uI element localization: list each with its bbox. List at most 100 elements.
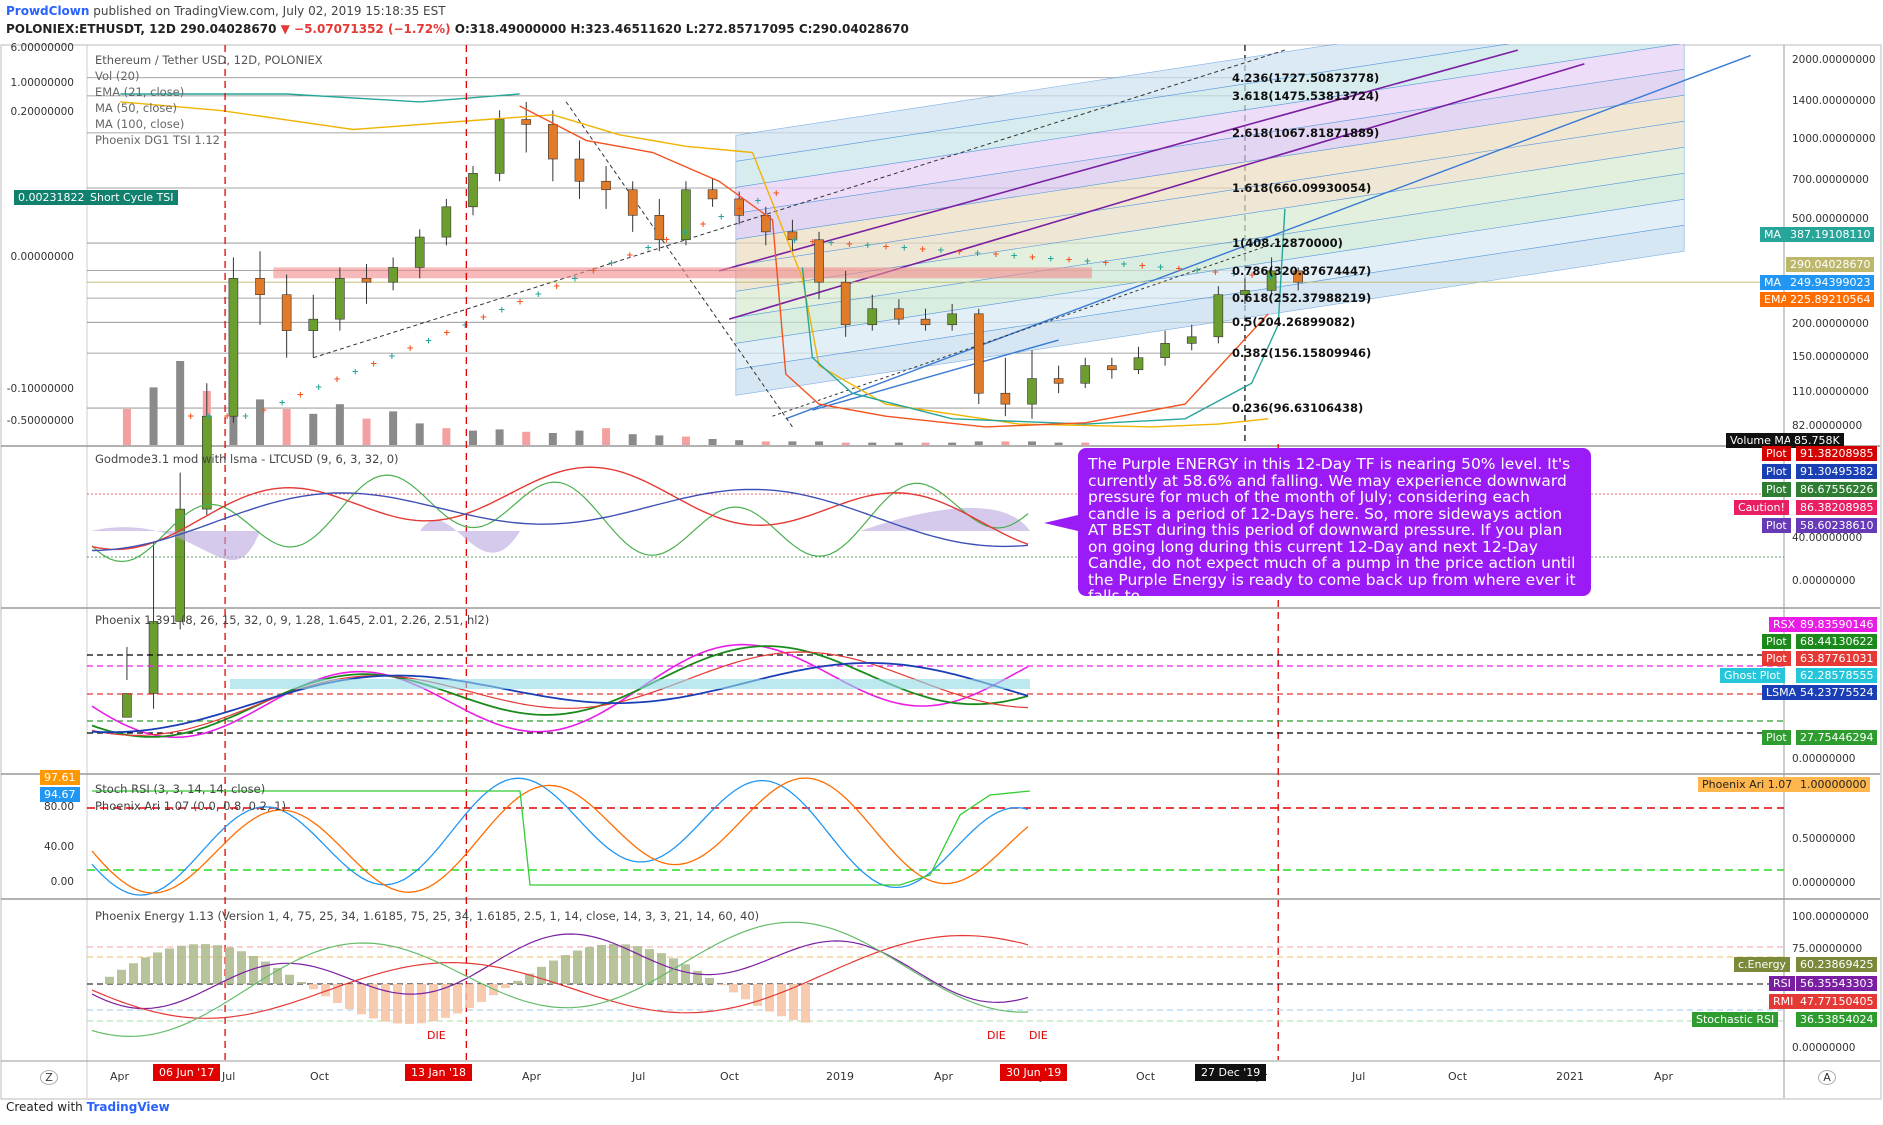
main-legend: Vol (20) [95,69,140,83]
time-axis-badge: 06 Jun '17 [153,1064,221,1081]
tsi-marker: + [736,205,744,215]
energy-bar [165,948,174,984]
energy-bar [141,957,150,984]
time-axis-label: 2021 [1556,1070,1584,1083]
candle-body [1107,365,1117,371]
pane5-legend: Phoenix Energy 1.13 (Version 1, 4, 75, 2… [95,909,760,923]
energy-bar [573,950,582,984]
energy-bar [789,984,798,1021]
price-tag-name: MA [1760,275,1790,290]
energy-bar [405,984,414,1024]
tsi-axis-label: -0.50000000 [6,415,74,427]
price-axis-label: 2000.00000000 [1792,54,1876,66]
tsi-marker: + [772,189,780,199]
symbol-line: POLONIEX:ETHUSDT, 12D [6,22,176,36]
energy-bar [693,970,702,984]
pane5-tag-name: RMI [1769,994,1798,1009]
tradingview-logo[interactable]: TradingView [86,1100,170,1114]
author-name[interactable]: ProwdClown [6,4,90,18]
tsi-marker: + [681,228,689,238]
volume-ma-tag-value: 85.758K [1790,433,1844,448]
volume-bar [1054,442,1063,445]
pane2-axis-label: 40.00000000 [1792,532,1863,544]
pane2-line-blue [91,488,1029,552]
energy-bar [705,977,714,984]
pane3-lsma [91,661,1029,734]
pane2-tag-name: Caution! [1734,500,1789,515]
candle-body [201,415,212,510]
tsi-marker: + [718,212,726,222]
die-label: DIE [427,1029,446,1042]
annotation-note[interactable]: The Purple ENERGY in this 12-Day TF is n… [1078,448,1591,604]
auto-scale-button[interactable]: A [1818,1070,1836,1085]
pane2-axis-label: 0.00000000 [1792,575,1856,587]
last-price: 290.04028670 [180,22,277,36]
price-axis-label: 200.00000000 [1792,317,1869,330]
tsi-marker: + [535,290,543,300]
time-axis-label: 2019 [826,1070,854,1083]
fan-line-blue [785,54,1751,420]
candle-body [601,180,611,191]
time-axis-label: Oct [720,1070,740,1083]
energy-bar [129,963,138,984]
price-tag-value: 249.94399023 [1786,275,1875,290]
pane2-line-green [91,474,1029,563]
candle-body [441,206,452,238]
pane5-axis-label: 75.00000000 [1792,943,1863,955]
pane3-tag-value: 89.83590146 [1796,617,1878,632]
published-info: published on TradingView.com, July 02, 2… [93,4,446,18]
energy-bar [261,961,270,984]
chart-canvas[interactable]: + + + + + + + + + + + + + + + + + + + + + + + + + + + + + + + + + + + + + + + +… [0,44,1883,1100]
tsi-marker: + [1029,253,1037,263]
fib-level-label: 0.618(252.37988219) [1232,291,1372,306]
ari-tag-name: Phoenix Ari 1.07 [1698,777,1797,792]
volume-bar [335,404,344,445]
tsi-marker: + [699,220,707,230]
ma-50-line [120,93,520,103]
stoch-d-line [91,777,1029,894]
price-axis-label: 150.00000000 [1792,350,1869,363]
main-legend: EMA (21, close) [95,85,185,99]
pane3-axis-label: 0.00000000 [1792,753,1856,765]
tsi-marker: + [1230,269,1238,279]
volume-bar [894,442,903,445]
z-button[interactable]: Z [40,1070,58,1085]
stoch-k-line [91,777,1029,896]
fan-band [735,44,1510,162]
volume-bar [149,387,158,445]
candle-body [414,236,425,268]
pane3-plot-green [91,645,1029,738]
short-cycle-label: Short Cycle TSI [86,190,178,205]
pane2-tag-name: Plot [1762,482,1791,497]
energy-bar [381,984,390,1022]
volume-bar [1027,441,1036,445]
price-tag-name: EMA [1760,292,1790,307]
tsi-marker: + [791,236,799,246]
time-axis-label: Apr [110,1070,130,1083]
candle-body [1000,392,1011,405]
price-axis-label: 1000.00000000 [1792,133,1876,146]
tsi-marker: + [370,360,378,370]
energy-bar [477,984,486,1002]
candle-body [1133,357,1144,371]
energy-bar [285,974,294,984]
trendline-dashed [565,101,793,428]
time-axis-label: Apr [934,1070,954,1083]
time-axis-label: Jul [1352,1070,1366,1083]
pane2-line-red [91,466,1029,551]
tsi-marker: + [1065,256,1073,266]
candle-body [1027,378,1037,405]
fib-level-label: 0.5(204.26899082) [1232,315,1356,330]
price-axis-label: 82.00000000 [1792,419,1863,432]
tsi-marker: + [333,375,341,385]
pane2-tag-value: 86.38208985 [1796,500,1878,515]
tsi-marker: + [461,321,469,331]
volume-bar [575,430,584,445]
volume-bar [628,434,637,445]
time-axis-label: Oct [310,1070,330,1083]
ohlc-values: O:318.49000000 H:323.46511620 L:272.8571… [454,22,909,36]
pane3-tag-value: 27.75446294 [1796,730,1878,745]
tsi-marker: + [315,383,323,393]
energy-bar [501,984,510,989]
energy-bar [177,945,186,984]
